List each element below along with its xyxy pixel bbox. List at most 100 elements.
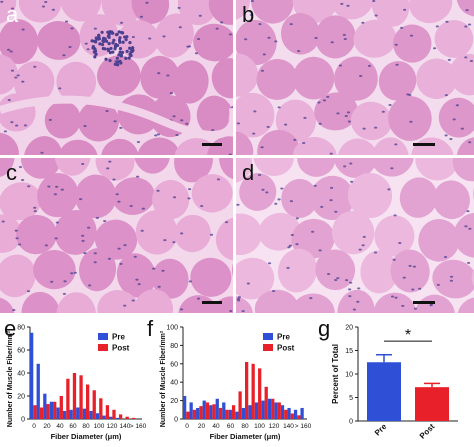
muscle-fiber	[44, 101, 81, 139]
nucleus	[290, 234, 294, 237]
nucleus	[452, 118, 456, 121]
nucleus	[156, 133, 160, 136]
nucleus	[317, 101, 321, 104]
nucleus	[295, 217, 299, 220]
nucleus	[346, 4, 350, 7]
muscle-fiber	[416, 58, 458, 99]
infiltrate-nucleus	[120, 50, 124, 55]
bar-post	[59, 396, 63, 419]
nucleus	[449, 137, 453, 140]
muscle-fiber	[388, 95, 432, 141]
muscle-fiber	[292, 0, 337, 23]
infiltrate-nucleus	[91, 46, 95, 50]
nucleus	[141, 207, 145, 210]
micrograph-c-image	[0, 158, 233, 313]
muscle-fiber	[112, 177, 155, 215]
bar-post	[92, 390, 96, 419]
muscle-fiber	[369, 158, 415, 177]
y-tick-label: 60	[17, 348, 25, 355]
nucleus	[196, 37, 201, 40]
x-tick-label: 140	[283, 423, 294, 430]
bar-post	[290, 413, 294, 419]
nucleus	[7, 99, 11, 102]
legend-label: Pre	[112, 333, 125, 342]
muscle-fiber	[215, 217, 233, 261]
y-tick-label: 0	[21, 417, 25, 424]
infiltrate-nucleus	[100, 42, 105, 47]
muscle-fiber	[350, 101, 393, 141]
nucleus	[329, 152, 333, 155]
muscle-fiber	[208, 0, 233, 25]
bar-pre	[261, 400, 265, 419]
nucleus	[297, 49, 301, 52]
nucleus	[73, 271, 77, 274]
bar-pre	[235, 411, 239, 419]
nucleus	[136, 175, 140, 178]
infiltrate-nucleus	[118, 40, 122, 44]
nucleus	[162, 35, 166, 38]
nucleus	[119, 21, 124, 24]
nucleus	[93, 27, 97, 30]
nucleus	[372, 0, 376, 2]
y-tick-label: 15	[345, 348, 353, 355]
nucleus	[129, 205, 133, 208]
muscle-fiber	[292, 136, 337, 155]
bar-pre	[241, 407, 245, 419]
nucleus	[401, 304, 405, 307]
muscle-fiber	[374, 215, 415, 257]
nucleus	[148, 37, 152, 40]
x-tick-label: 100	[94, 423, 105, 430]
muscle-fiber	[399, 177, 438, 218]
bar-pre	[196, 407, 200, 419]
infiltrate-nucleus	[116, 63, 120, 67]
muscle-fiber	[452, 158, 474, 182]
nucleus	[41, 5, 46, 8]
x-tick-label: 0	[32, 423, 36, 430]
x-tick-label: > 160	[130, 423, 147, 430]
nucleus	[340, 2, 344, 5]
nucleus	[117, 247, 121, 250]
nucleus	[352, 308, 356, 311]
muscle-fiber	[329, 0, 374, 20]
nucleus	[156, 189, 160, 192]
nucleus	[436, 283, 440, 286]
nucleus	[411, 288, 415, 291]
muscle-fiber	[174, 158, 213, 183]
muscle-fiber	[331, 210, 375, 255]
muscle-fiber	[371, 0, 410, 27]
nucleus	[346, 111, 351, 114]
bar-pre	[189, 402, 193, 419]
muscle-fiber	[310, 175, 355, 221]
muscle-fiber	[0, 297, 15, 313]
infiltrate-nucleus	[94, 40, 98, 44]
muscle-fiber	[193, 23, 233, 62]
nucleus	[464, 25, 468, 28]
muscle-fiber	[315, 15, 356, 59]
micrograph-b	[236, 0, 474, 155]
infiltrate-nucleus	[115, 60, 120, 64]
y-tick-label: 40	[17, 371, 25, 378]
nucleus	[107, 257, 111, 260]
micrograph-b-image	[236, 0, 474, 155]
x-tick-label: 120	[107, 423, 118, 430]
nucleus	[16, 74, 20, 77]
bar-post	[125, 416, 129, 419]
y-axis-label: Number of Muscle Fiber/mm²	[160, 330, 167, 427]
infiltrate-nucleus	[92, 50, 96, 54]
nucleus	[277, 198, 281, 201]
nucleus	[21, 28, 25, 31]
muscle-fiber	[360, 250, 398, 294]
muscle-fiber	[297, 158, 336, 177]
nucleus	[81, 163, 85, 166]
muscle-fiber	[418, 219, 460, 262]
nucleus	[163, 239, 167, 242]
bar-post	[66, 378, 70, 419]
muscle-fiber	[135, 210, 178, 255]
nucleus	[187, 188, 192, 191]
nucleus	[18, 165, 23, 168]
muscle-fiber	[236, 0, 250, 20]
nucleus	[87, 226, 91, 229]
nucleus	[303, 116, 307, 119]
nucleus	[27, 185, 31, 188]
x-tick-label: 80	[241, 423, 249, 430]
